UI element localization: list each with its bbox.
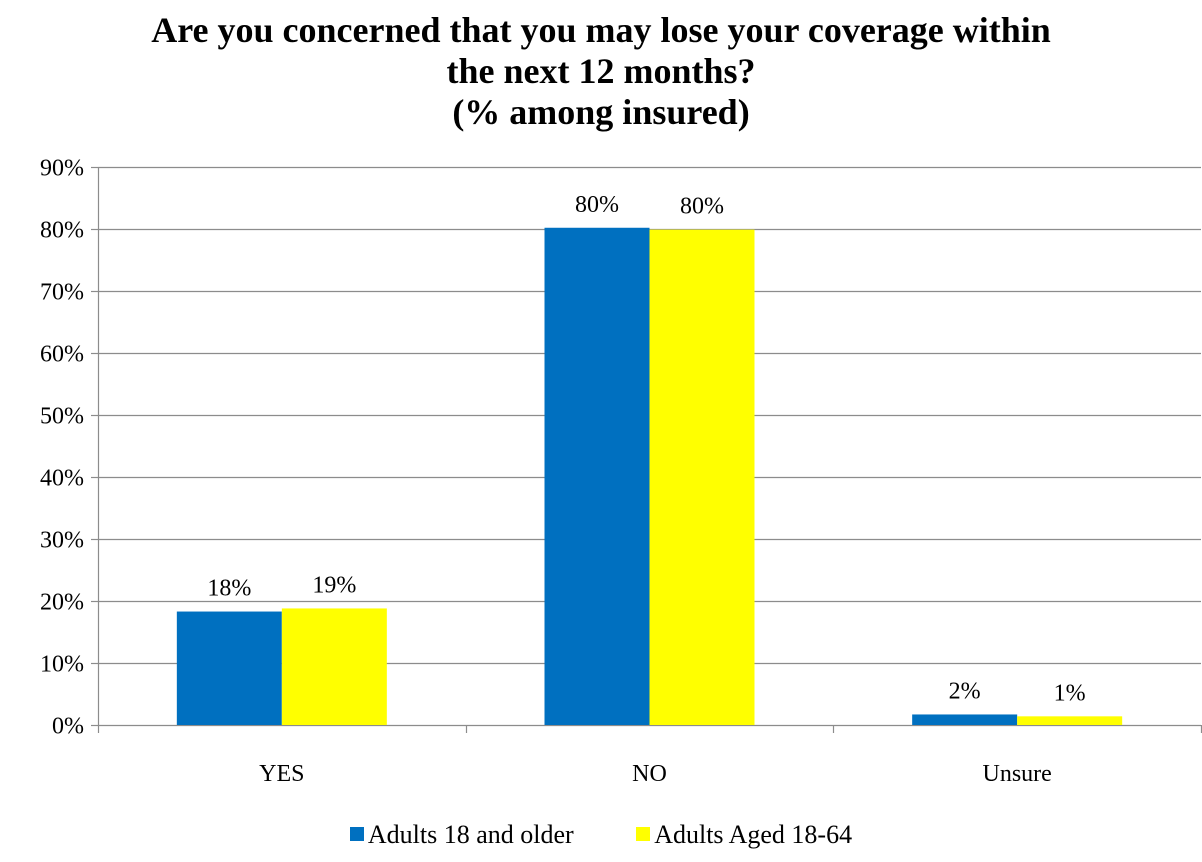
axis-layer: 0% 10% 20% 30% 40% 50% 60% 70% 80% 90% YES NO Unsure <box>40 156 1202 787</box>
chart-title: Are you concerned that you may lose your… <box>0 10 1202 133</box>
y-tick-label-9: 90% <box>40 156 84 182</box>
bar-1-yes <box>176 611 282 725</box>
data-label-2-no: 80% <box>680 194 724 220</box>
y-tick-label-3: 30% <box>40 528 84 554</box>
x-tick-label-0: YES <box>259 761 304 787</box>
data-label-2-yes: 19% <box>312 572 356 598</box>
data-label-1-yes: 18% <box>207 576 251 602</box>
chart-title-line-2: the next 12 months? <box>446 51 756 91</box>
data-label-1-unsure: 2% <box>949 678 981 704</box>
bar-2-no <box>649 229 755 725</box>
bar-1-no <box>544 227 650 725</box>
data-label-2-unsure: 1% <box>1054 680 1086 706</box>
legend: Adults 18 and older Adults Aged 18-64 <box>0 820 1202 850</box>
legend-label-series-1: Adults 18 and older <box>367 820 574 849</box>
y-tick-label-2: 20% <box>40 590 84 616</box>
y-tick-label-5: 50% <box>40 404 84 430</box>
y-tick-label-6: 60% <box>40 342 84 368</box>
bar-layer <box>176 227 1123 725</box>
label-layer: 18% 19% 80% 80% 2% 1% <box>207 192 1085 707</box>
legend-label-series-2: Adults Aged 18-64 <box>654 820 853 849</box>
legend-swatch-series-2 <box>636 827 651 841</box>
x-tick-label-1: NO <box>632 761 667 787</box>
chart-title-line-1: Are you concerned that you may lose your… <box>151 10 1051 50</box>
bar-2-yes <box>281 608 387 725</box>
chart-title-line-3: (% among insured) <box>452 92 750 132</box>
y-tick-label-4: 40% <box>40 466 84 492</box>
y-tick-label-8: 80% <box>40 218 84 244</box>
y-tick-label-7: 70% <box>40 280 84 306</box>
y-tick-label-0: 0% <box>52 714 84 740</box>
bar-2-unsure <box>1017 716 1123 725</box>
data-label-1-no: 80% <box>575 192 619 218</box>
y-tick-label-1: 10% <box>40 652 84 678</box>
x-tick-label-2: Unsure <box>983 761 1052 787</box>
bar-1-unsure <box>912 714 1018 725</box>
legend-item-series-1: Adults 18 and older <box>349 820 574 850</box>
legend-item-series-2: Adults Aged 18-64 <box>636 820 852 850</box>
legend-swatch-series-1 <box>349 827 364 841</box>
